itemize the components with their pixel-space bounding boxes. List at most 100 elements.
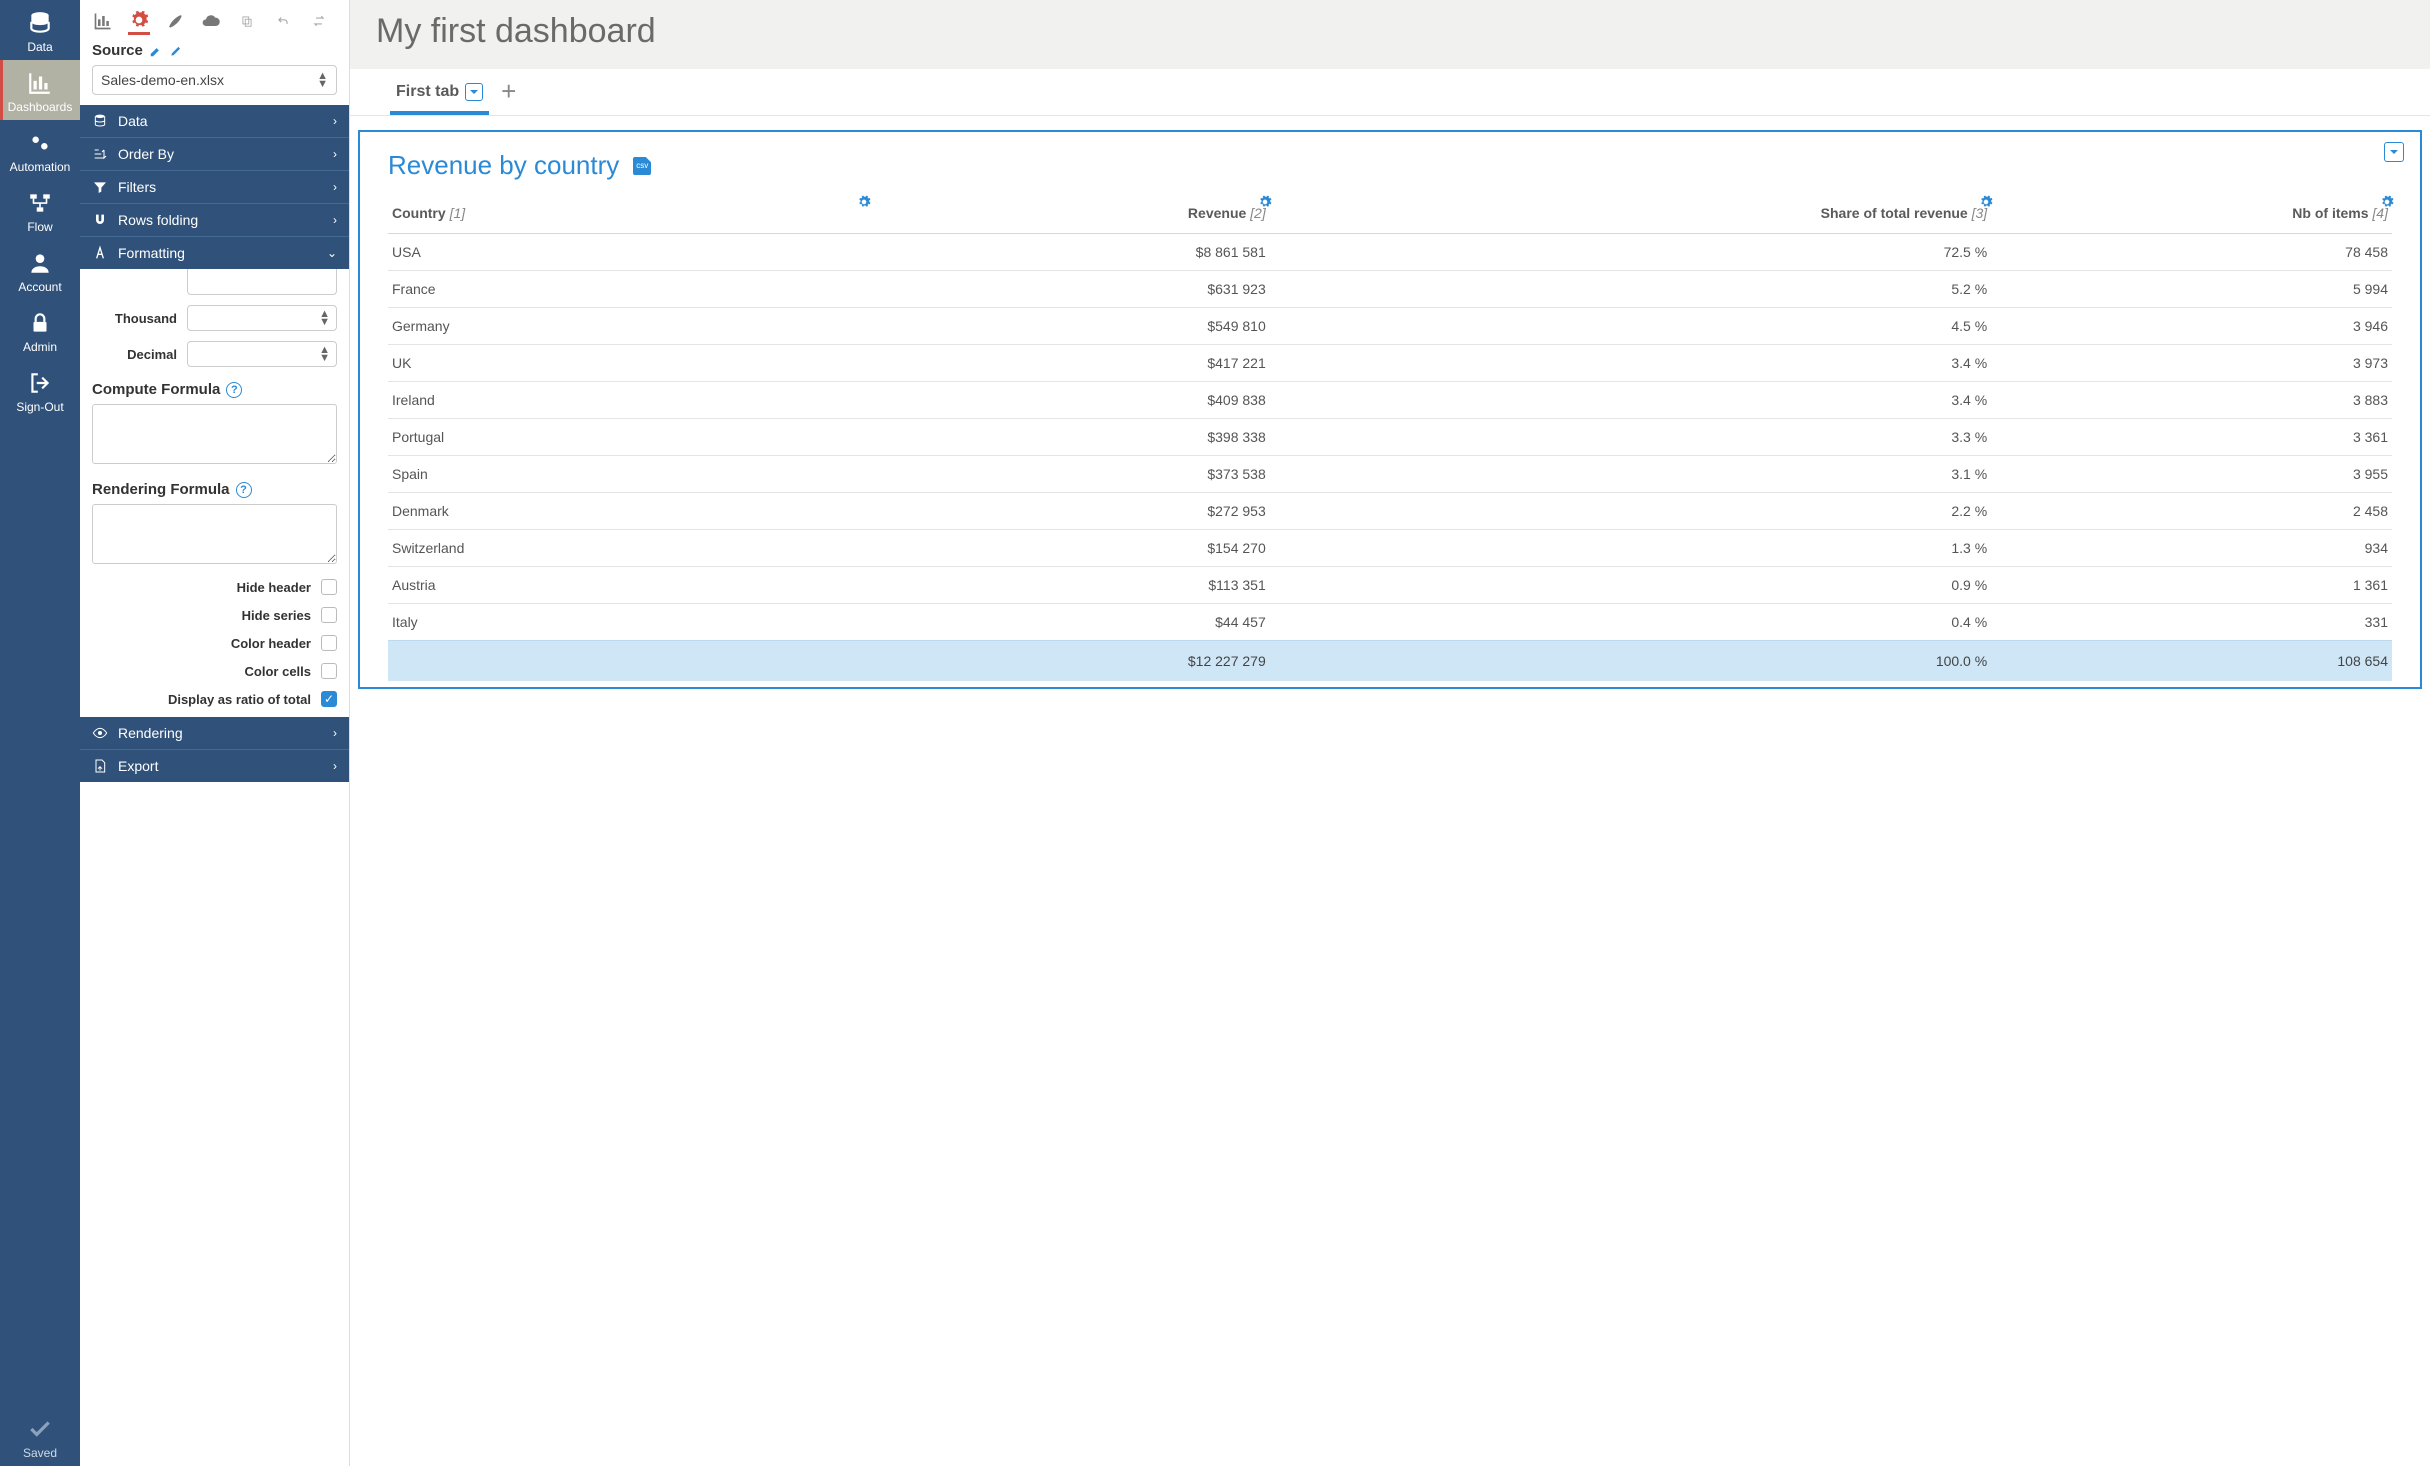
hide-header-checkbox[interactable] <box>321 579 337 595</box>
filter-icon <box>92 179 108 195</box>
cell-items: 2 458 <box>1991 493 2392 530</box>
add-tab-button[interactable]: + <box>501 76 516 109</box>
accordion-filters[interactable]: Filters › <box>80 170 349 203</box>
cell-items: 3 946 <box>1991 308 2392 345</box>
cell-revenue: $631 923 <box>869 271 1270 308</box>
table-row[interactable]: Switzerland$154 2701.3 %934 <box>388 530 2392 567</box>
compute-formula-text: Compute Formula <box>92 381 220 398</box>
tab-first[interactable]: First tab <box>390 69 489 115</box>
settings-panel: Source Sales-demo-en.xlsx ▲▼ Data › Orde… <box>80 0 350 1466</box>
swap-button[interactable] <box>308 10 330 32</box>
cell-country: France <box>388 271 869 308</box>
caret-down-icon <box>469 87 479 97</box>
totals-row: $12 227 279 100.0 % 108 654 <box>388 641 2392 682</box>
cell-share: 0.4 % <box>1270 604 1991 641</box>
table-row[interactable]: Denmark$272 9532.2 %2 458 <box>388 493 2392 530</box>
accordion-rowsfolding[interactable]: Rows folding › <box>80 203 349 236</box>
chevron-right-icon: › <box>333 213 337 227</box>
rendering-formula-input[interactable] <box>92 504 337 564</box>
display-ratio-checkbox[interactable] <box>321 691 337 707</box>
tab-dropdown-button[interactable] <box>465 83 483 101</box>
accordion-rendering[interactable]: Rendering › <box>80 717 349 749</box>
help-icon[interactable]: ? <box>236 482 252 498</box>
thousand-select[interactable]: ▲▼ <box>187 305 337 331</box>
column-gear-icon[interactable] <box>2380 195 2394 212</box>
table-row[interactable]: Portugal$398 3383.3 %3 361 <box>388 419 2392 456</box>
cell-share: 5.2 % <box>1270 271 1991 308</box>
accordion-orderby[interactable]: Order By › <box>80 137 349 170</box>
col-header-items[interactable]: Nb of items [4] <box>1991 197 2392 234</box>
table-row[interactable]: Italy$44 4570.4 %331 <box>388 604 2392 641</box>
table-row[interactable]: Spain$373 5383.1 %3 955 <box>388 456 2392 493</box>
undo-button[interactable] <box>272 10 294 32</box>
eye-icon <box>92 725 108 741</box>
source-select[interactable]: Sales-demo-en.xlsx ▲▼ <box>92 65 337 95</box>
leftnav-label: Data <box>27 40 52 54</box>
cell-share: 72.5 % <box>1270 234 1991 271</box>
color-header-checkbox[interactable] <box>321 635 337 651</box>
total-cell: $12 227 279 <box>869 641 1270 682</box>
help-icon[interactable]: ? <box>226 382 242 398</box>
dashboard-canvas: Revenue by country csv Country [1] Re <box>350 116 2430 1466</box>
leftnav-item-data[interactable]: Data <box>0 0 80 60</box>
cell-items: 331 <box>1991 604 2392 641</box>
decimal-label: Decimal <box>127 347 177 362</box>
compute-formula-input[interactable] <box>92 404 337 464</box>
leftnav-label: Automation <box>10 160 71 174</box>
table-row[interactable]: Germany$549 8104.5 %3 946 <box>388 308 2392 345</box>
hide-series-label: Hide series <box>242 608 311 623</box>
compute-formula-label: Compute Formula ? <box>92 381 337 398</box>
col-header-revenue[interactable]: Revenue [2] <box>869 197 1270 234</box>
formatting-form: x Thousand ▲▼ Decimal ▲▼ Compute Formula… <box>80 269 349 717</box>
pencil-icon[interactable] <box>169 44 183 58</box>
cell-revenue: $549 810 <box>869 308 1270 345</box>
table-row[interactable]: France$631 9235.2 %5 994 <box>388 271 2392 308</box>
widget-menu-button[interactable] <box>2384 142 2404 162</box>
prefield-select[interactable] <box>187 269 337 295</box>
revenue-widget[interactable]: Revenue by country csv Country [1] Re <box>358 130 2422 689</box>
col-header-share[interactable]: Share of total revenue [3] <box>1270 197 1991 234</box>
accordion-export[interactable]: Export › <box>80 749 349 782</box>
cell-share: 3.1 % <box>1270 456 1991 493</box>
left-nav: Data Dashboards Automation Flow Account … <box>0 0 80 1466</box>
col-label: Country <box>392 205 446 221</box>
chart-mode-button[interactable] <box>92 10 114 32</box>
hide-series-checkbox[interactable] <box>321 607 337 623</box>
settings-mode-button[interactable] <box>128 13 150 35</box>
table-row[interactable]: Austria$113 3510.9 %1 361 <box>388 567 2392 604</box>
accordion-label: Filters <box>118 179 156 195</box>
style-mode-button[interactable] <box>164 10 186 32</box>
table-row[interactable]: Ireland$409 8383.4 %3 883 <box>388 382 2392 419</box>
leftnav-item-signout[interactable]: Sign-Out <box>0 360 80 420</box>
accordion-data[interactable]: Data › <box>80 105 349 137</box>
leftnav-item-flow[interactable]: Flow <box>0 180 80 240</box>
magnet-icon <box>92 212 108 228</box>
table-row[interactable]: USA$8 861 58172.5 %78 458 <box>388 234 2392 271</box>
leftnav-label: Admin <box>23 340 57 354</box>
cloud-button[interactable] <box>200 10 222 32</box>
leftnav-item-admin[interactable]: Admin <box>0 300 80 360</box>
copy-button[interactable] <box>236 10 258 32</box>
color-header-label: Color header <box>231 636 311 651</box>
csv-export-icon[interactable]: csv <box>633 157 651 175</box>
color-cells-checkbox[interactable] <box>321 663 337 679</box>
leftnav-label: Dashboards <box>8 100 73 114</box>
cell-revenue: $417 221 <box>869 345 1270 382</box>
leftnav-item-dashboards[interactable]: Dashboards <box>0 60 80 120</box>
total-cell <box>388 641 869 682</box>
check-icon <box>27 1416 53 1442</box>
accordion-formatting[interactable]: Formatting ⌄ <box>80 236 349 269</box>
decimal-select[interactable]: ▲▼ <box>187 341 337 367</box>
table-row[interactable]: UK$417 2213.4 %3 973 <box>388 345 2392 382</box>
leftnav-label: Saved <box>23 1446 57 1460</box>
font-icon <box>92 245 108 261</box>
edit-icon[interactable] <box>149 44 163 58</box>
cell-share: 3.4 % <box>1270 382 1991 419</box>
total-cell: 108 654 <box>1991 641 2392 682</box>
col-header-country[interactable]: Country [1] <box>388 197 869 234</box>
cell-country: Germany <box>388 308 869 345</box>
leftnav-item-account[interactable]: Account <box>0 240 80 300</box>
dashboard-title[interactable]: My first dashboard <box>376 12 2404 51</box>
leftnav-item-automation[interactable]: Automation <box>0 120 80 180</box>
accordion-label: Formatting <box>118 245 185 261</box>
